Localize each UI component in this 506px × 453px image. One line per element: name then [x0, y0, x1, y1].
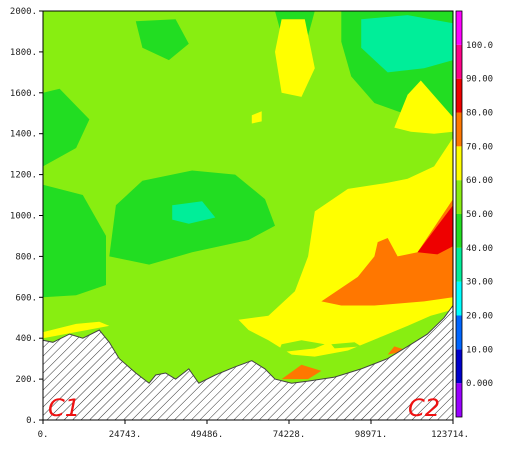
colorbar-swatch-3 [456, 281, 462, 316]
contour-region-4 [135, 19, 189, 61]
y-tick-label-10: 2000. [10, 7, 37, 17]
colorbar-label-4: 40.00 [466, 244, 493, 254]
colorbar-swatch-6 [456, 180, 462, 214]
x-tick-label-0: 0. [38, 430, 49, 440]
corner-label-left: C1 [48, 394, 80, 422]
contour-region-17 [281, 364, 322, 380]
contour-region-3 [43, 88, 90, 167]
contour-region-8 [361, 15, 453, 73]
colorbar-label-3: 30.00 [466, 278, 493, 288]
y-tick-label-4: 800. [15, 252, 37, 262]
corner-label-right: C2 [408, 394, 440, 422]
axis-layer: 0. 200. 400. 600. 800. 1000. 1200. 1400. 1600. 18… [10, 7, 469, 440]
y-tick-label-3: 600. [15, 293, 37, 303]
colorbar-swatch-7 [456, 146, 462, 181]
x-tick-label-5: 123714. [431, 430, 469, 440]
y-tick-label-6: 1200. [10, 171, 37, 181]
colorbar-swatch-4 [456, 247, 462, 282]
y-tick-label-7: 1400. [10, 130, 37, 140]
contour-region-18 [387, 346, 408, 355]
terrain-hatched-area [42, 303, 454, 421]
y-tick-label-8: 1600. [10, 89, 37, 99]
colorbar-swatch-8 [456, 112, 462, 147]
colorbar-frame [455, 10, 463, 418]
colorbar-label-6: 60.00 [466, 176, 493, 186]
contour-region-7 [172, 201, 216, 224]
x-tick-label-4: 98971. [355, 430, 388, 440]
colorbar-label-9: 90.00 [466, 75, 493, 85]
colorbar-swatch-2 [456, 315, 462, 350]
colorbar: 0.000 10.00 20.00 30.00 40.00 50.00 60.00 70.00… [455, 10, 493, 418]
y-tick-label-9: 1800. [10, 48, 37, 58]
x-tick-label-2: 49486. [191, 430, 224, 440]
colorbar-label-8: 80.00 [466, 109, 493, 119]
x-tick-label-3: 74228. [273, 430, 306, 440]
colorbar-swatch-10 [456, 44, 462, 79]
contour-region-14 [278, 340, 325, 353]
y-tick-label-0: 0. [26, 416, 37, 426]
contour-region-11 [275, 19, 315, 97]
colorbar-swatch-0 [456, 383, 462, 417]
contour-region-19 [417, 205, 453, 255]
y-tick-label-5: 1000. [10, 212, 37, 222]
contour-region-16 [321, 199, 453, 306]
y-tick-label-2: 400. [15, 334, 37, 344]
colorbar-swatch-5 [456, 214, 462, 248]
colorbar-label-2: 20.00 [466, 312, 493, 322]
contour-region-13 [251, 111, 262, 124]
x-tick-label-1: 24743. [109, 430, 142, 440]
colorbar-swatch-9 [456, 78, 462, 113]
colorbar-label-0: 0.000 [466, 379, 493, 389]
y-tick-label-1: 200. [15, 375, 37, 385]
contour-region-15 [331, 342, 362, 349]
contour-region-10 [43, 321, 110, 339]
colorbar-label-10: 100.0 [466, 41, 493, 51]
colorbar-label-1: 10.00 [466, 345, 493, 355]
colorbar-label-5: 50.00 [466, 210, 493, 220]
colorbar-label-7: 70.00 [466, 142, 493, 152]
contour-region-12 [394, 80, 453, 134]
colorbar-swatch-1 [456, 349, 462, 384]
colorbar-swatch-11 [456, 11, 462, 45]
contour-fill-layer [43, 11, 453, 420]
contour-region-1 [43, 184, 106, 298]
